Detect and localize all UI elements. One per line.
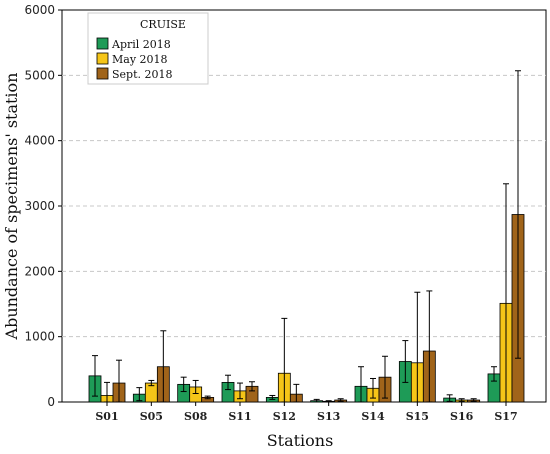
y-tick-label: 5000 [24, 68, 55, 82]
x-axis-title: Stations [267, 431, 334, 450]
x-tick-label: S08 [184, 410, 208, 423]
y-axis-ticks: 0 1000 2000 3000 4000 5000 6000 [24, 3, 62, 409]
legend-label: May 2018 [112, 53, 168, 66]
legend-label: Sept. 2018 [112, 68, 173, 81]
legend-swatch [96, 52, 109, 65]
bars-group [88, 70, 525, 403]
x-axis-ticks: S01 S05 S08 S11 S12 S13 S14 S15 S16 S17 [95, 402, 518, 423]
x-tick-label: S13 [317, 410, 340, 423]
y-tick-label: 2000 [24, 264, 55, 278]
y-axis-title: Abundance of specimens' station [2, 73, 21, 341]
x-tick-label: S14 [361, 410, 385, 423]
x-tick-label: S01 [95, 410, 118, 423]
x-tick-label: S15 [406, 410, 429, 423]
legend: CRUISE April 2018 May 2018 Sept. 2018 [87, 12, 209, 85]
x-tick-label: S17 [494, 410, 517, 423]
y-tick-label: 0 [47, 395, 55, 409]
legend-swatch [96, 67, 109, 80]
x-tick-label: S12 [273, 410, 296, 423]
x-tick-label: S11 [228, 410, 251, 423]
y-tick-label: 4000 [24, 134, 55, 148]
x-tick-label: S16 [450, 410, 474, 423]
x-tick-label: S05 [140, 410, 163, 423]
y-tick-label: 6000 [24, 3, 55, 17]
legend-swatch [96, 37, 109, 50]
y-tick-label: 3000 [24, 199, 55, 213]
legend-label: April 2018 [111, 38, 171, 51]
y-tick-label: 1000 [24, 330, 55, 344]
legend-title: CRUISE [140, 18, 186, 31]
